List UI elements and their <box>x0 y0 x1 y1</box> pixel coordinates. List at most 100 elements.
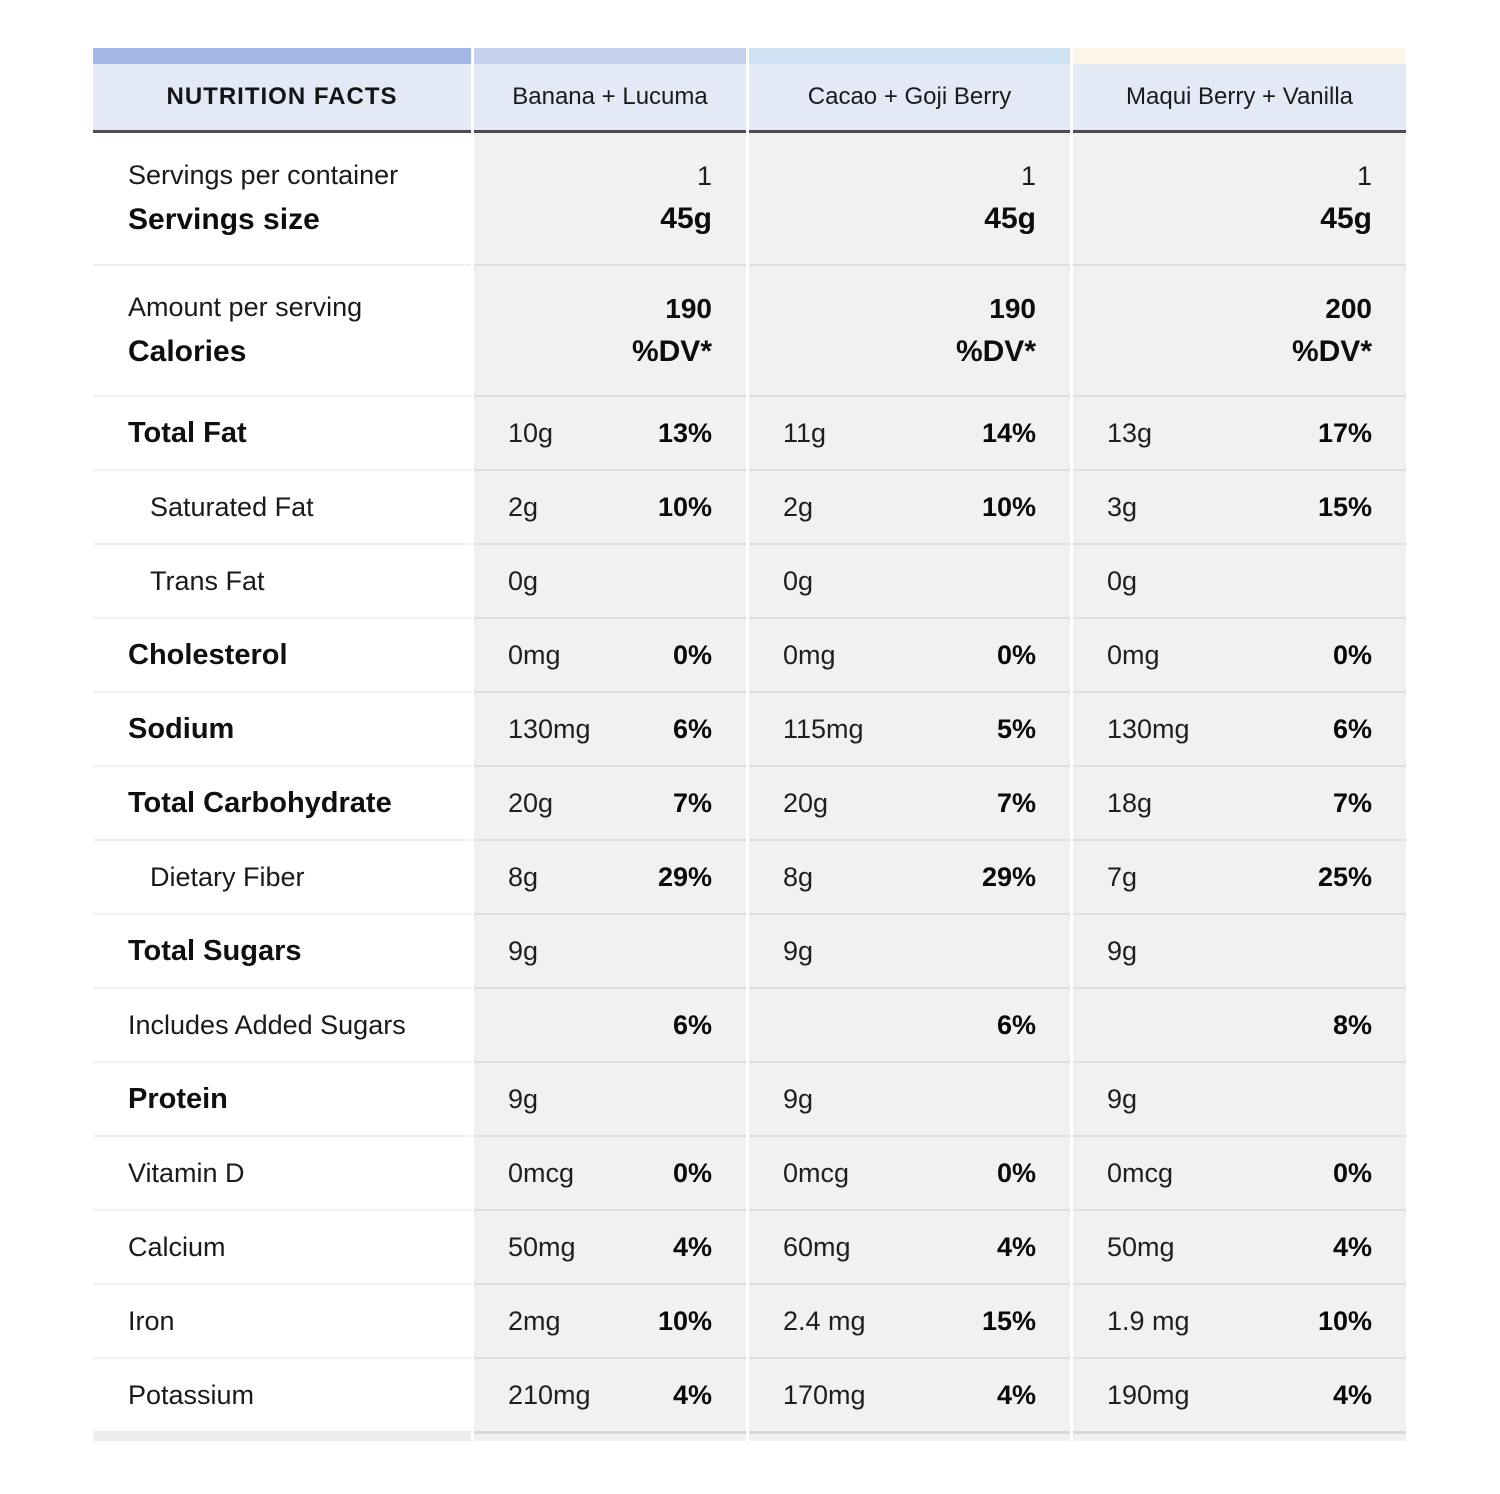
table-bottom-strip <box>93 1431 1406 1441</box>
nutrient-label: Includes Added Sugars <box>128 1009 406 1040</box>
nutrient-amount: 0mg <box>1107 639 1160 670</box>
nutrient-amount: 8g <box>783 861 814 892</box>
nutrient-label: Protein <box>128 1082 228 1115</box>
nutrient-daily-value: 4% <box>672 1379 712 1410</box>
nutrient-row: Protein 9g 9g 9g <box>93 1061 1406 1135</box>
nutrient-amount: 130mg <box>1107 713 1190 744</box>
nutrient-value-cell: 50mg 4% <box>1073 1209 1406 1283</box>
nutrient-label-cell: Total Sugars <box>93 913 471 987</box>
nutrient-label-cell: Sodium <box>93 691 471 765</box>
nutrient-daily-value: 10% <box>657 491 712 522</box>
bottom-strip-cell <box>1073 1431 1406 1441</box>
nutrient-row: Potassium 210mg 4% 170mg 4% 190mg 4% <box>93 1357 1406 1431</box>
nutrient-row: Total Sugars 9g 9g 9g <box>93 913 1406 987</box>
nutrient-label: Cholesterol <box>128 638 288 671</box>
servings-label-cell: Servings per container Servings size <box>93 133 471 264</box>
product-column-strip <box>474 48 746 64</box>
nutrient-amount: 50mg <box>1107 1231 1175 1262</box>
nutrient-row: Total Fat 10g 13% 11g 14% 13g 17% <box>93 395 1406 469</box>
table-header-row: NUTRITION FACTS Banana + Lucuma Cacao + … <box>93 64 1406 133</box>
nutrient-daily-value: 7% <box>672 787 712 818</box>
nutrient-daily-value: 4% <box>672 1231 712 1262</box>
nutrient-daily-value: 0% <box>996 1157 1036 1188</box>
product-header-cell: Maqui Berry + Vanilla <box>1073 64 1406 133</box>
nutrient-daily-value: 14% <box>981 417 1036 448</box>
servings-per-container-label: Servings per container <box>128 160 399 190</box>
nutrient-daily-value: 10% <box>657 1305 712 1336</box>
nutrient-label-cell: Total Carbohydrate <box>93 765 471 839</box>
nutrient-row: Includes Added Sugars 6% 6% 8% <box>93 987 1406 1061</box>
calories-label-cell: Amount per serving Calories <box>93 264 471 395</box>
nutrient-daily-value: 7% <box>1332 787 1372 818</box>
nutrient-daily-value: 6% <box>672 1009 712 1040</box>
nutrient-value-cell: 2g 10% <box>749 469 1070 543</box>
nutrient-value-cell: 0mg 0% <box>749 617 1070 691</box>
product-name: Cacao + Goji Berry <box>807 83 1012 110</box>
nutrient-amount: 2g <box>783 491 814 522</box>
nutrient-row: Calcium 50mg 4% 60mg 4% 50mg 4% <box>93 1209 1406 1283</box>
nutrient-amount: 18g <box>1107 787 1153 818</box>
nutrient-value-cell: 9g <box>749 913 1070 987</box>
nutrient-row: Sodium 130mg 6% 115mg 5% 130mg 6% <box>93 691 1406 765</box>
nutrient-amount: 20g <box>508 787 554 818</box>
nutrient-value-cell: 0g <box>1073 543 1406 617</box>
nutrient-amount: 0g <box>783 565 814 596</box>
nutrient-value-cell: 9g <box>474 913 746 987</box>
nutrient-amount: 115mg <box>783 713 864 744</box>
calories-value-cell: 200 %DV* <box>1073 264 1406 395</box>
nutrient-value-cell: 13g 17% <box>1073 395 1406 469</box>
nutrient-amount: 130mg <box>508 713 591 744</box>
product-column-strip <box>749 48 1070 64</box>
nutrient-value-cell: 6% <box>749 987 1070 1061</box>
nutrient-amount: 9g <box>508 935 539 966</box>
servings-count: 1 <box>696 161 712 191</box>
nutrient-label: Potassium <box>128 1379 255 1410</box>
nutrient-label-cell: Iron <box>93 1283 471 1357</box>
nutrient-value-cell: 170mg 4% <box>749 1357 1070 1431</box>
nutrient-value-cell: 0mcg 0% <box>474 1135 746 1209</box>
table-title: NUTRITION FACTS <box>166 83 398 110</box>
nutrient-value-cell: 8% <box>1073 987 1406 1061</box>
servings-value-cell: 1 45g <box>749 133 1070 264</box>
bottom-strip-cell <box>474 1431 746 1441</box>
table-title-cell: NUTRITION FACTS <box>93 64 471 133</box>
servings-row: Servings per container Servings size 1 4… <box>93 133 1406 264</box>
nutrient-value-cell: 2g 10% <box>474 469 746 543</box>
calories-row: Amount per serving Calories 190 %DV* 190… <box>93 264 1406 395</box>
nutrient-value-cell: 0mcg 0% <box>749 1135 1070 1209</box>
bottom-strip-cell <box>93 1431 471 1441</box>
nutrient-value-cell: 130mg 6% <box>1073 691 1406 765</box>
calories-value: 190 <box>989 292 1036 324</box>
serving-size-value: 45g <box>660 202 712 235</box>
nutrient-label-cell: Protein <box>93 1061 471 1135</box>
nutrient-daily-value: 0% <box>672 1157 712 1188</box>
nutrient-label: Total Sugars <box>128 934 302 967</box>
nutrient-amount: 9g <box>1107 1083 1138 1114</box>
nutrient-value-cell: 0mcg 0% <box>1073 1135 1406 1209</box>
product-header-cell: Cacao + Goji Berry <box>749 64 1070 133</box>
nutrient-amount: 3g <box>1107 491 1138 522</box>
nutrient-value-cell: 115mg 5% <box>749 691 1070 765</box>
nutrient-amount: 210mg <box>508 1379 591 1410</box>
calories-value-cell: 190 %DV* <box>474 264 746 395</box>
nutrient-row: Iron 2mg 10% 2.4 mg 15% 1.9 mg 10% <box>93 1283 1406 1357</box>
nutrient-daily-value: 4% <box>996 1379 1036 1410</box>
label-column-strip <box>93 48 471 64</box>
nutrient-amount: 13g <box>1107 417 1153 448</box>
nutrient-amount: 0mg <box>508 639 561 670</box>
nutrient-label: Calcium <box>128 1231 226 1262</box>
nutrient-label-cell: Vitamin D <box>93 1135 471 1209</box>
product-header-cell: Banana + Lucuma <box>474 64 746 133</box>
nutrient-value-cell: 130mg 6% <box>474 691 746 765</box>
nutrient-value-cell: 210mg 4% <box>474 1357 746 1431</box>
nutrient-daily-value: 15% <box>1317 491 1372 522</box>
nutrient-amount: 0g <box>1107 565 1138 596</box>
column-strip-row <box>93 48 1406 64</box>
nutrient-value-cell: 10g 13% <box>474 395 746 469</box>
nutrient-amount: 8g <box>508 861 539 892</box>
nutrient-daily-value: 29% <box>981 861 1036 892</box>
nutrient-daily-value: 6% <box>996 1009 1036 1040</box>
nutrient-row: Vitamin D 0mcg 0% 0mcg 0% 0mcg 0% <box>93 1135 1406 1209</box>
nutrient-label-cell: Total Fat <box>93 395 471 469</box>
nutrient-daily-value: 17% <box>1317 417 1372 448</box>
